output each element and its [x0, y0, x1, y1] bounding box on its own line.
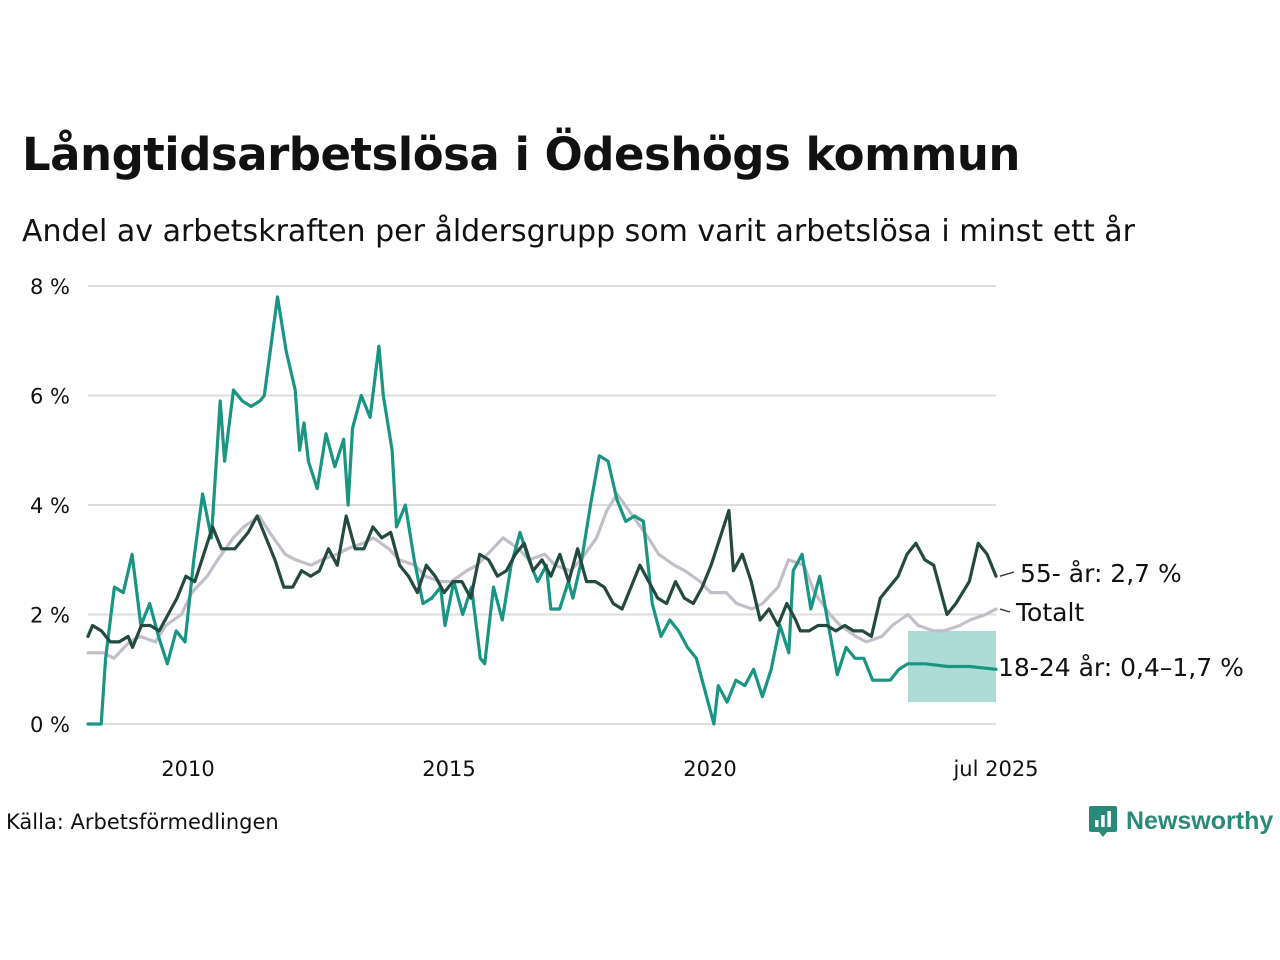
source-note: Källa: Arbetsförmedlingen [6, 810, 279, 834]
x-tick-label: 2020 [683, 757, 736, 781]
series-end-label-total: Totalt [1015, 598, 1084, 627]
label-leader-total [999, 608, 1011, 613]
chart-subtitle: Andel av arbetskraften per åldersgrupp s… [22, 214, 1135, 249]
y-tick-label: 0 % [30, 713, 70, 737]
x-axis-tick-labels: 2010 2015 2020 jul 2025 [161, 757, 1038, 781]
y-tick-label: 6 % [30, 385, 70, 409]
brand-name: Newsworthy [1126, 806, 1274, 835]
series-line-youth [86, 295, 998, 726]
y-axis-tick-labels: 0 % 2 % 4 % 6 % 8 % [30, 275, 70, 737]
series-end-labels: Totalt 18-24 år: 0,4–1,7 % 55- år: 2,7 % [998, 559, 1244, 682]
series-end-label-senior: 55- år: 2,7 % [1020, 559, 1182, 588]
x-tick-label: 2010 [161, 757, 214, 781]
chart-bubble-icon [1089, 806, 1117, 837]
y-tick-label: 8 % [30, 275, 70, 299]
brand-logo: Newsworthy [1088, 804, 1273, 838]
series-end-label-youth: 18-24 år: 0,4–1,7 % [998, 653, 1244, 682]
x-tick-label: jul 2025 [952, 757, 1038, 781]
chart-title: Långtidsarbetslösa i Ödeshögs kommun [22, 128, 1020, 181]
x-tick-label: 2015 [422, 757, 475, 781]
series-lines [86, 295, 998, 726]
label-leader-senior [999, 571, 1015, 577]
y-tick-label: 4 % [30, 494, 70, 518]
series-line-senior [86, 508, 998, 649]
series-line-total [86, 492, 998, 660]
y-tick-label: 2 % [30, 604, 70, 628]
